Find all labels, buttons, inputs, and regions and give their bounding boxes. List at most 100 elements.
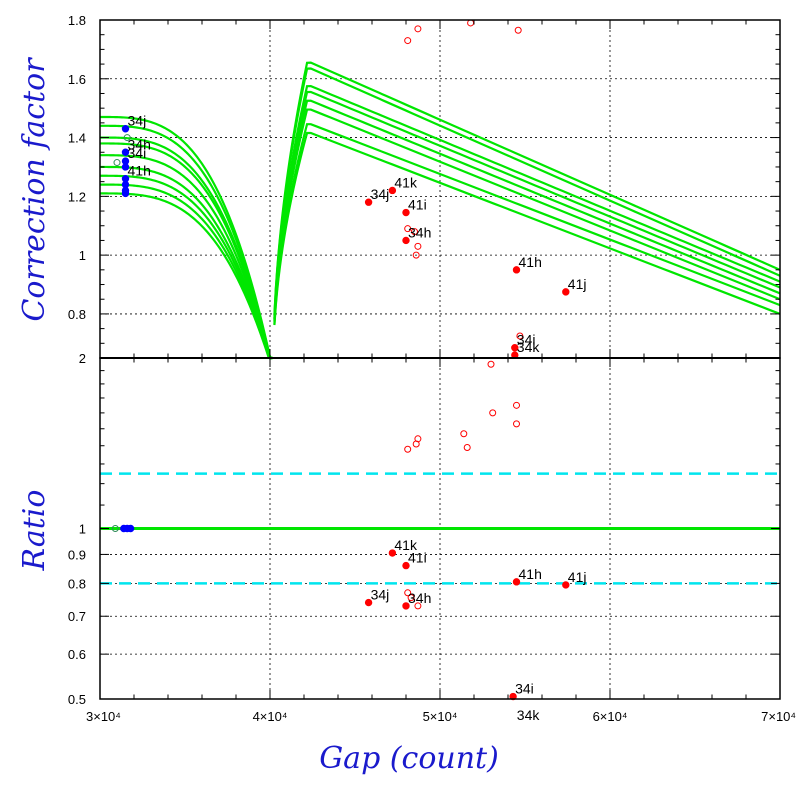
top-labeled-point — [121, 125, 130, 133]
top-open-point — [113, 159, 121, 167]
bottom-labeled-point — [562, 581, 570, 589]
top-labeled-point — [402, 236, 410, 245]
bottom-open-point — [111, 525, 119, 532]
bottom-open-point — [407, 594, 415, 602]
right-curve — [273, 84, 781, 319]
bottom-labeled-point — [509, 692, 517, 701]
top-point-label: 34h — [408, 224, 431, 240]
x-axis-title: Gap (count) — [319, 741, 499, 776]
bottom-open-point — [404, 589, 412, 597]
right-curve — [273, 67, 781, 316]
top-open-point — [414, 242, 422, 250]
top-y-tick-label: 1 — [79, 248, 86, 263]
left-curve — [100, 124, 273, 360]
top-point-label: 34i — [517, 332, 536, 348]
bottom-y-tick-label: 0.6 — [68, 647, 86, 662]
top-labeled-point — [512, 266, 521, 274]
top-point-label: 34h — [128, 136, 151, 152]
top-labeled-point — [121, 175, 130, 183]
bottom-open-point — [460, 430, 468, 438]
top-point-label: 34j — [371, 186, 390, 202]
top-open-point — [412, 251, 420, 259]
bottom-open-point — [463, 443, 471, 451]
top-labeled-point — [121, 157, 130, 165]
bottom-point-label: 34j — [371, 587, 390, 603]
top-y-tick-label: 1.8 — [68, 13, 86, 28]
top-point-label: 41h — [128, 163, 151, 179]
axis-ticks — [99, 19, 781, 700]
bottom-point-label: 34i — [515, 681, 534, 697]
top-open-point — [123, 134, 131, 142]
top-point-label: 41i — [408, 197, 427, 213]
left-curve — [100, 115, 273, 360]
top-panel-grid — [100, 19, 780, 358]
bottom-y-tick-label: 0.5 — [68, 692, 86, 707]
bottom-y-tick-label: 0.9 — [68, 547, 86, 562]
bottom-open-point — [513, 401, 520, 409]
right-curve — [273, 123, 781, 324]
bottom-point-label: 41j — [568, 569, 587, 585]
right-curve — [273, 108, 781, 322]
top-point-label: 41k — [394, 174, 418, 190]
x-tick-label: 5×10⁴ — [423, 709, 458, 724]
top-point-label: 41h — [519, 254, 542, 270]
left-curve — [100, 174, 273, 360]
bottom-point-label: 41i — [408, 550, 427, 566]
top-open-point — [514, 26, 522, 34]
bottom-open-point — [414, 602, 422, 610]
bottom-open-point — [513, 420, 520, 428]
top-y-axis-title: Correction factor — [17, 57, 52, 322]
top-point-label: 34j — [128, 113, 147, 129]
ratio-reference-lines — [100, 472, 780, 585]
x-tick-label: 7×10⁴ — [761, 709, 796, 724]
bottom-point-label: 41k — [394, 537, 418, 553]
top-point-label: 34i — [128, 145, 147, 161]
top-y-tick-label: 0.8 — [68, 307, 86, 322]
bottom-extra-label: 34k — [517, 707, 541, 723]
bottom-labeled-point — [388, 549, 397, 557]
bottom-filled-point — [126, 524, 135, 533]
bottom-labeled-point — [402, 561, 410, 570]
left-curve — [100, 136, 273, 360]
top-point-label: 41j — [568, 276, 587, 292]
bottom-y-axis-title: Ratio — [17, 490, 52, 572]
bottom-open-point — [404, 445, 412, 453]
top-labeled-point — [562, 288, 570, 296]
right-curve — [273, 131, 781, 326]
bottom-open-point — [487, 360, 495, 368]
top-open-point — [411, 228, 418, 236]
top-open-point — [414, 25, 422, 33]
bottom-open-point — [412, 440, 420, 448]
top-labeled-point — [511, 344, 519, 352]
bottom-y-tick-label: 0.8 — [68, 576, 86, 591]
bottom-labeled-point — [364, 598, 373, 607]
x-tick-label: 3×10⁴ — [86, 709, 121, 724]
bottom-point-label: 41h — [519, 566, 542, 582]
bottom-y-tick-label: 2 — [79, 351, 86, 366]
top-open-point — [404, 225, 412, 233]
top-labeled-point — [402, 208, 410, 217]
bottom-y-tick-label: 0.7 — [68, 609, 86, 624]
top-open-point — [404, 37, 412, 45]
top-labeled-point — [121, 148, 130, 156]
top-open-point — [467, 19, 475, 27]
axis-tick-labels: 0.8 1 1.2 1.4 1.6 1.8 0.5 0.6 0.7 0.8 0.9 1 2 3×10⁴ 4×… — [68, 13, 796, 724]
top-filled-point — [121, 189, 130, 198]
top-y-tick-label: 1.6 — [68, 72, 86, 87]
bottom-point-label: 34h — [408, 590, 431, 606]
bottom-labeled-point — [512, 578, 521, 586]
top-point-label: 34k — [517, 339, 541, 355]
top-labeled-point — [388, 186, 397, 195]
bottom-y-tick-label: 1 — [79, 522, 86, 537]
bottom-open-point — [489, 409, 497, 417]
x-tick-label: 4×10⁴ — [253, 709, 288, 724]
left-curve — [100, 154, 273, 360]
top-open-point — [516, 332, 524, 340]
top-y-tick-label: 1.2 — [68, 189, 86, 204]
bottom-labeled-point — [402, 602, 410, 610]
right-curve — [273, 99, 781, 321]
top-y-tick-label: 1.4 — [68, 131, 86, 146]
